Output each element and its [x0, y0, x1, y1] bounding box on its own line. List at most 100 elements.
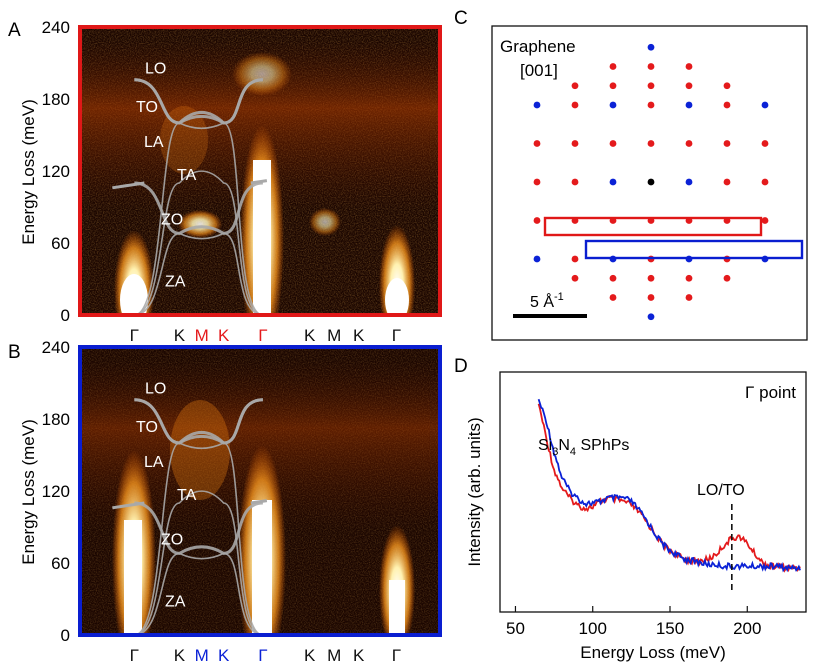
y-tick-label: 0: [61, 626, 70, 645]
lattice-point: [761, 140, 769, 147]
y-tick-label: 240: [42, 18, 70, 37]
lattice-point: [685, 178, 693, 186]
lattice-point: [609, 274, 617, 282]
panel-c-scale-bar-label: 5 Å-1: [530, 291, 564, 311]
lattice-point: [609, 140, 617, 147]
branch-line: [134, 181, 264, 235]
panel-a-heatmap: LO TO LA TA ZO ZA: [80, 27, 440, 315]
lattice-point: [685, 82, 693, 90]
lattice-point: [685, 140, 693, 147]
panel-b-ylabel: Energy Loss (meV): [19, 419, 38, 565]
lattice-point: [647, 178, 655, 186]
branch-label: ZA: [165, 593, 186, 610]
x-tick-label: K: [218, 326, 230, 345]
panel-b-frame: [78, 345, 442, 637]
branch-label: LA: [144, 134, 164, 151]
x-tick-label: K: [353, 646, 365, 665]
branch-stub: [250, 499, 268, 505]
lattice-point: [533, 140, 541, 147]
panel-d-sphp-label: Si3N4 SPhPs: [538, 437, 629, 458]
lattice-point: [533, 255, 541, 263]
x-tick-label: M: [195, 646, 209, 665]
x-tick-label: Γ: [258, 326, 267, 345]
branch-label: TO: [136, 99, 158, 116]
y-tick-label: 180: [42, 90, 70, 109]
lattice-point: [533, 178, 541, 186]
lattice-point: [685, 294, 693, 301]
panel-b-branches: [112, 398, 268, 635]
x-tick-label: K: [174, 646, 186, 665]
lattice-point: [571, 101, 579, 109]
panel-d-ylabel: Intensity (arb. units): [465, 417, 484, 566]
lattice-point: [723, 274, 731, 282]
branch-stub: [112, 181, 145, 190]
x-tick-label: M: [327, 646, 341, 665]
panel-b-letter: B: [8, 342, 21, 363]
branch-line: [134, 442, 264, 635]
lattice-point: [609, 82, 617, 90]
lattice-point: [761, 217, 769, 224]
lattice-point: [647, 140, 655, 147]
panel-c-scale-bar: [513, 314, 587, 318]
panel-d-x-ticks: 50 100 150 200: [506, 606, 761, 638]
y-tick-label: 180: [42, 410, 70, 429]
x-tick-label: 200: [733, 619, 761, 638]
lattice-point: [723, 140, 731, 147]
branch-line: [134, 78, 264, 125]
lattice-point: [723, 178, 731, 186]
branch-line: [134, 232, 263, 315]
lattice-point: [647, 294, 655, 301]
x-tick-label: 50: [506, 619, 525, 638]
y-tick-label: 0: [61, 306, 70, 325]
lattice-point: [761, 101, 769, 109]
panel-b-y-ticks: 0 60 120 180 240: [42, 338, 70, 645]
x-tick-label: 100: [579, 619, 607, 638]
x-tick-label: K: [174, 326, 186, 345]
panel-c-red-selection-box: [543, 216, 763, 237]
panel-c-title-line1: Graphene: [500, 37, 576, 56]
y-tick-label: 60: [51, 234, 70, 253]
branch-line: [134, 122, 264, 315]
panel-a-branch-labels: LO TO LA TA ZO ZA: [136, 60, 197, 290]
lattice-point: [685, 101, 693, 109]
lattice-point: [533, 217, 541, 224]
lattice-point: [685, 274, 693, 282]
branch-stub: [112, 501, 145, 510]
branch-label: LA: [144, 454, 164, 471]
x-tick-label: Γ: [392, 646, 401, 665]
y-tick-label: 60: [51, 554, 70, 573]
panel-d-letter: D: [454, 356, 468, 377]
panel-d-xlabel: Energy Loss (meV): [580, 643, 726, 662]
lattice-point: [609, 63, 617, 70]
lattice-point: [609, 178, 617, 186]
lattice-point: [685, 63, 693, 70]
lattice-point: [647, 63, 655, 70]
branch-line: [134, 490, 264, 635]
panel-c-letter: C: [454, 8, 468, 29]
panel-d-frame: [499, 371, 807, 613]
panel-c-title-line2: [001]: [520, 61, 558, 80]
y-tick-label: 240: [42, 338, 70, 357]
lattice-point: [647, 101, 655, 109]
x-tick-label: Γ: [130, 326, 139, 345]
panel-b-heatmap: LO TO LA TA ZO ZA: [80, 347, 440, 635]
branch-line: [134, 552, 263, 635]
x-tick-label: K: [304, 326, 316, 345]
panel-b: B Energy Loss (meV) 0 60 120 180 240 LO TO LA T…: [8, 338, 442, 665]
branch-label: ZO: [161, 212, 183, 229]
lattice-point: [571, 82, 579, 90]
lattice-point: [723, 82, 731, 90]
panel-a-frame: [78, 25, 442, 317]
panel-d-spectra: [537, 398, 801, 573]
branch-label: ZO: [161, 532, 183, 549]
x-tick-label: M: [327, 326, 341, 345]
lattice-point: [571, 140, 579, 147]
x-tick-label: Γ: [130, 646, 139, 665]
lattice-point: [571, 274, 579, 282]
y-tick-label: 120: [42, 162, 70, 181]
panel-d-annotation: Γ point: [745, 383, 796, 402]
branch-label: LO: [145, 380, 166, 397]
branch-label: LO: [145, 60, 166, 77]
